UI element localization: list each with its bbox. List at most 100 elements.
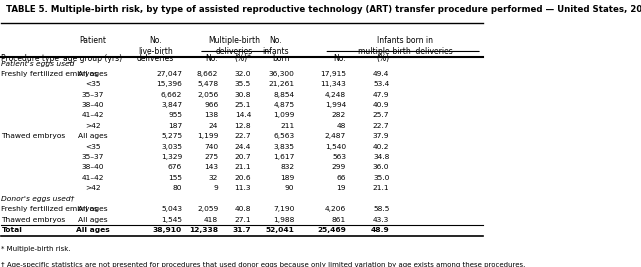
Text: 20.6: 20.6 — [235, 175, 251, 181]
Text: 35.5: 35.5 — [235, 81, 251, 87]
Text: <35: <35 — [85, 81, 101, 87]
Text: (%)*: (%)* — [234, 54, 251, 63]
Text: 4,206: 4,206 — [325, 206, 346, 212]
Text: 22.7: 22.7 — [235, 133, 251, 139]
Text: All ages: All ages — [78, 217, 108, 222]
Text: 9: 9 — [213, 185, 219, 191]
Text: 1,994: 1,994 — [325, 102, 346, 108]
Text: † Age-specific statistics are not presented for procedures that used donor eggs : † Age-specific statistics are not presen… — [1, 262, 526, 267]
Text: >42: >42 — [85, 185, 101, 191]
Text: Freshly fertilized embryos: Freshly fertilized embryos — [1, 71, 98, 77]
Text: 418: 418 — [204, 217, 219, 222]
Text: 2,487: 2,487 — [325, 133, 346, 139]
Text: 676: 676 — [168, 164, 182, 171]
Text: 49.4: 49.4 — [373, 71, 390, 77]
Text: 3,835: 3,835 — [274, 144, 294, 150]
Text: 21,261: 21,261 — [269, 81, 294, 87]
Text: 15,396: 15,396 — [156, 81, 182, 87]
Text: No.
infants: No. infants — [262, 36, 288, 56]
Text: 22.7: 22.7 — [373, 123, 390, 129]
Text: All ages: All ages — [78, 206, 108, 212]
Text: Multiple-birth
deliveries: Multiple-birth deliveries — [208, 36, 260, 56]
Text: No.
live-birth: No. live-birth — [138, 36, 173, 56]
Text: 58.5: 58.5 — [373, 206, 390, 212]
Text: 275: 275 — [204, 154, 219, 160]
Text: Total: Total — [1, 227, 22, 233]
Text: 32.0: 32.0 — [235, 71, 251, 77]
Text: 189: 189 — [280, 175, 294, 181]
Text: 211: 211 — [280, 123, 294, 129]
Text: 2,056: 2,056 — [197, 92, 219, 98]
Text: 138: 138 — [204, 112, 219, 119]
Text: 4,875: 4,875 — [273, 102, 294, 108]
Text: 38,910: 38,910 — [153, 227, 182, 233]
Text: 40.2: 40.2 — [373, 144, 390, 150]
Text: 14.4: 14.4 — [235, 112, 251, 119]
Text: 52,041: 52,041 — [265, 227, 294, 233]
Text: 53.4: 53.4 — [373, 81, 390, 87]
Text: * Multiple-birth risk.: * Multiple-birth risk. — [1, 246, 71, 252]
Text: 6,563: 6,563 — [273, 133, 294, 139]
Text: 90: 90 — [285, 185, 294, 191]
Text: 27,047: 27,047 — [156, 71, 182, 77]
Text: 25,469: 25,469 — [317, 227, 346, 233]
Text: 35–37: 35–37 — [82, 92, 104, 98]
Text: 143: 143 — [204, 164, 219, 171]
Text: 21.1: 21.1 — [235, 164, 251, 171]
Text: 6,662: 6,662 — [161, 92, 182, 98]
Text: 36.0: 36.0 — [373, 164, 390, 171]
Text: 21.1: 21.1 — [373, 185, 390, 191]
Text: 19: 19 — [337, 185, 346, 191]
Text: 740: 740 — [204, 144, 219, 150]
Text: 966: 966 — [204, 102, 219, 108]
Text: Thawed embryos: Thawed embryos — [1, 133, 65, 139]
Text: 41–42: 41–42 — [81, 175, 104, 181]
Text: 11.3: 11.3 — [235, 185, 251, 191]
Text: Freshly fertilized embryos: Freshly fertilized embryos — [1, 206, 98, 212]
Text: 7,190: 7,190 — [273, 206, 294, 212]
Text: 40.8: 40.8 — [235, 206, 251, 212]
Text: 4,248: 4,248 — [325, 92, 346, 98]
Text: 563: 563 — [332, 154, 346, 160]
Text: 48: 48 — [337, 123, 346, 129]
Text: 36,300: 36,300 — [269, 71, 294, 77]
Text: 5,275: 5,275 — [161, 133, 182, 139]
Text: Thawed embryos: Thawed embryos — [1, 217, 65, 222]
Text: 5,043: 5,043 — [161, 206, 182, 212]
Text: born: born — [272, 54, 290, 63]
Text: 187: 187 — [168, 123, 182, 129]
Text: 1,617: 1,617 — [273, 154, 294, 160]
Text: 38–40: 38–40 — [81, 102, 104, 108]
Text: 41–42: 41–42 — [81, 112, 104, 119]
Text: All ages: All ages — [78, 133, 108, 139]
Text: 66: 66 — [337, 175, 346, 181]
Text: 3,847: 3,847 — [161, 102, 182, 108]
Text: 955: 955 — [168, 112, 182, 119]
Text: 299: 299 — [332, 164, 346, 171]
Text: 282: 282 — [332, 112, 346, 119]
Text: 35.0: 35.0 — [373, 175, 390, 181]
Text: 25.7: 25.7 — [373, 112, 390, 119]
Text: 861: 861 — [332, 217, 346, 222]
Text: Patient's eggs used: Patient's eggs used — [1, 60, 75, 66]
Text: 12,338: 12,338 — [189, 227, 219, 233]
Text: 80: 80 — [172, 185, 182, 191]
Text: 5,478: 5,478 — [197, 81, 219, 87]
Text: All ages: All ages — [78, 71, 108, 77]
Text: 1,988: 1,988 — [273, 217, 294, 222]
Text: 38–40: 38–40 — [81, 164, 104, 171]
Text: 155: 155 — [168, 175, 182, 181]
Text: TABLE 5. Multiple-birth risk, by type of assisted reproductive technology (ART) : TABLE 5. Multiple-birth risk, by type of… — [6, 5, 641, 14]
Text: 1,545: 1,545 — [161, 217, 182, 222]
Text: 1,540: 1,540 — [325, 144, 346, 150]
Text: Infants born in
multiple-birth  deliveries: Infants born in multiple-birth deliverie… — [358, 36, 453, 56]
Text: 30.8: 30.8 — [235, 92, 251, 98]
Text: Patient: Patient — [79, 36, 106, 45]
Text: >42: >42 — [85, 123, 101, 129]
Text: No.: No. — [333, 54, 346, 63]
Text: 832: 832 — [280, 164, 294, 171]
Text: 48.9: 48.9 — [370, 227, 390, 233]
Text: 1,199: 1,199 — [197, 133, 219, 139]
Text: 3,035: 3,035 — [161, 144, 182, 150]
Text: 11,343: 11,343 — [320, 81, 346, 87]
